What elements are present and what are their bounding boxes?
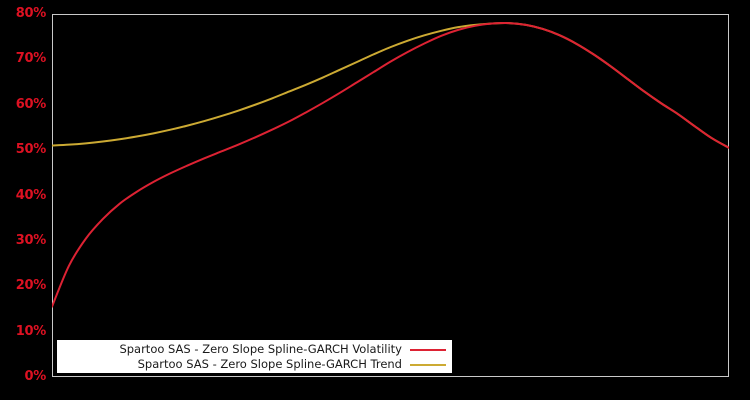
y-axis-tick-label: 30% bbox=[15, 232, 47, 248]
chart-legend: Spartoo SAS - Zero Slope Spline-GARCH Vo… bbox=[57, 340, 452, 373]
legend-entry[interactable]: Spartoo SAS - Zero Slope Spline-GARCH Tr… bbox=[57, 357, 452, 372]
legend-entry[interactable]: Spartoo SAS - Zero Slope Spline-GARCH Vo… bbox=[57, 342, 452, 357]
y-axis-tick-label: 40% bbox=[15, 187, 47, 203]
volatility-line bbox=[52, 23, 729, 307]
legend-color-swatch bbox=[410, 348, 446, 351]
y-axis-tick-label: 10% bbox=[15, 323, 47, 339]
trend-line bbox=[52, 23, 729, 148]
plot-area bbox=[52, 14, 729, 377]
y-axis-tick-label: 60% bbox=[15, 96, 47, 112]
y-axis-tick-label: 50% bbox=[15, 142, 47, 158]
y-axis-tick-label: 70% bbox=[15, 51, 47, 67]
y-axis-tick-label: 80% bbox=[15, 6, 47, 21]
y-axis-tick-label: 0% bbox=[24, 369, 47, 384]
legend-color-swatch bbox=[410, 363, 446, 366]
legend-entry-label: Spartoo SAS - Zero Slope Spline-GARCH Tr… bbox=[137, 357, 402, 371]
y-axis-tick-label: 20% bbox=[15, 278, 47, 294]
plot-curves bbox=[52, 14, 729, 377]
legend-entry-label: Spartoo SAS - Zero Slope Spline-GARCH Vo… bbox=[119, 342, 402, 356]
